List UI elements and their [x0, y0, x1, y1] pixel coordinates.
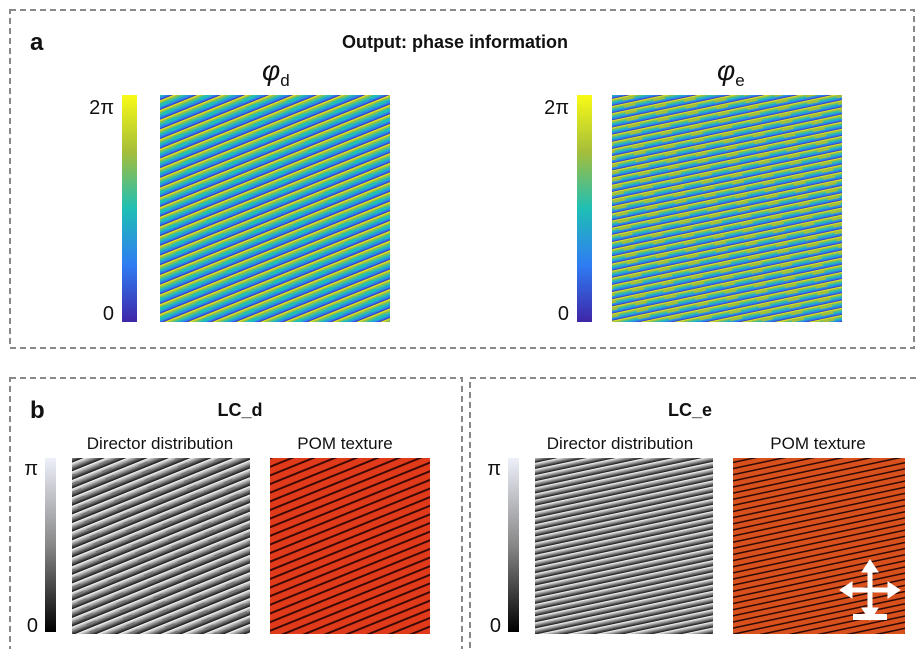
colorbar — [45, 458, 56, 632]
director-label: Director distribution — [547, 434, 693, 453]
map-symbol: φe — [717, 55, 745, 90]
colorbar-min: 0 — [558, 303, 569, 325]
pom-image — [733, 458, 905, 634]
director-map — [535, 458, 713, 634]
group-title: LC_d — [218, 400, 263, 420]
director-label: Director distribution — [87, 434, 233, 453]
panel-label: a — [30, 29, 44, 56]
colorbar-max: 2π — [89, 97, 114, 119]
subscript: e — [735, 71, 744, 90]
map-symbol: φd — [262, 55, 290, 90]
symbol: φ — [262, 55, 280, 86]
group-title: LC_e — [668, 400, 712, 420]
colorbar-max: π — [487, 458, 501, 480]
colorbar — [577, 95, 592, 322]
pom-image — [270, 458, 430, 634]
colorbar-min: 0 — [27, 615, 38, 637]
figure: a Output: phase information φd 2π 0 φe 2… — [0, 0, 919, 649]
colorbar — [122, 95, 137, 322]
panel-title: Output: phase information — [342, 32, 568, 52]
colorbar — [508, 458, 519, 632]
phase-map — [612, 95, 842, 322]
subscript: d — [280, 71, 289, 90]
phase-map — [160, 95, 390, 322]
colorbar-max: 2π — [544, 97, 569, 119]
pom-label: POM texture — [770, 434, 865, 453]
colorbar-min: 0 — [490, 615, 501, 637]
pom-label: POM texture — [297, 434, 392, 453]
panel-label: b — [30, 397, 45, 424]
director-map — [72, 458, 250, 634]
symbol: φ — [717, 55, 735, 86]
colorbar-max: π — [24, 458, 38, 480]
colorbar-min: 0 — [103, 303, 114, 325]
